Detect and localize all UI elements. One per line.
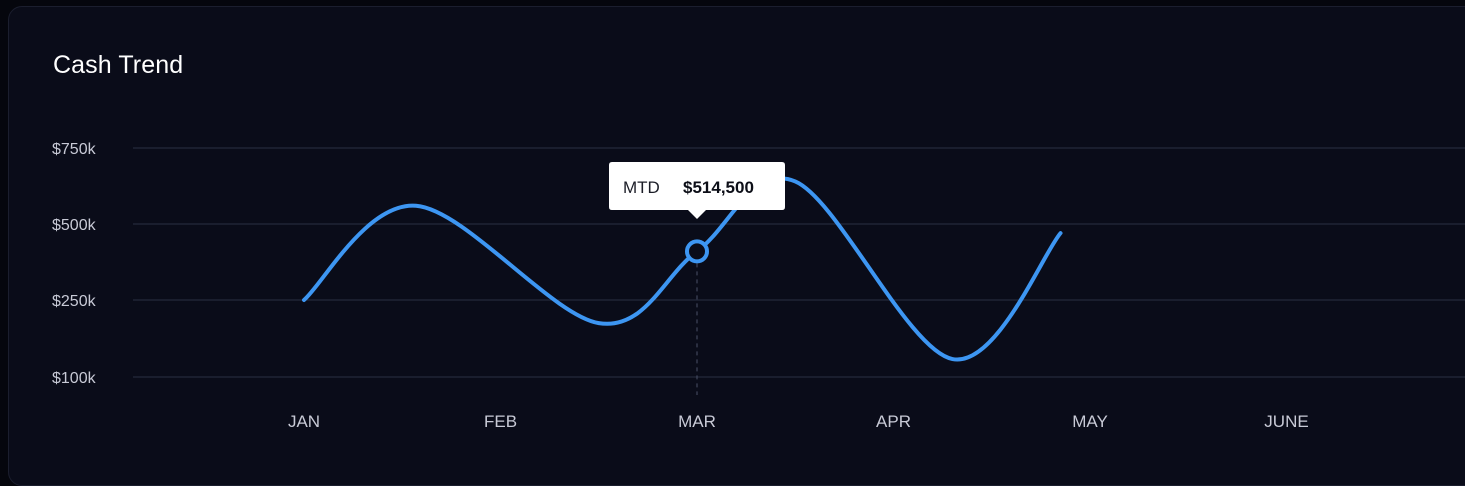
x-axis-ticks: JAN FEB MAR APR MAY JUNE xyxy=(288,412,1309,431)
x-tick-label: MAR xyxy=(678,412,716,431)
tooltip-value: $514,500 xyxy=(683,178,754,197)
focus-data-point[interactable] xyxy=(685,239,709,264)
x-tick-label: FEB xyxy=(484,412,517,431)
grid-lines xyxy=(133,147,1465,378)
tooltip-label: MTD xyxy=(623,178,660,197)
y-axis-ticks: $100k $250k $500k $750k xyxy=(52,141,97,387)
y-tick-label: $500k xyxy=(52,217,97,234)
cash-trend-card: Cash Trend xyxy=(8,6,1465,486)
y-tick-label: $100k xyxy=(52,370,97,387)
x-tick-label: JAN xyxy=(288,412,320,431)
chart-title: Cash Trend xyxy=(53,51,184,79)
y-tick-label: $250k xyxy=(52,293,97,310)
x-tick-label: JUNE xyxy=(1264,412,1308,431)
y-tick-label: $750k xyxy=(52,141,97,158)
tooltip: MTD $514,500 xyxy=(609,162,785,219)
x-tick-label: APR xyxy=(876,412,911,431)
x-tick-label: MAY xyxy=(1072,412,1108,431)
tooltip-box xyxy=(609,162,785,219)
